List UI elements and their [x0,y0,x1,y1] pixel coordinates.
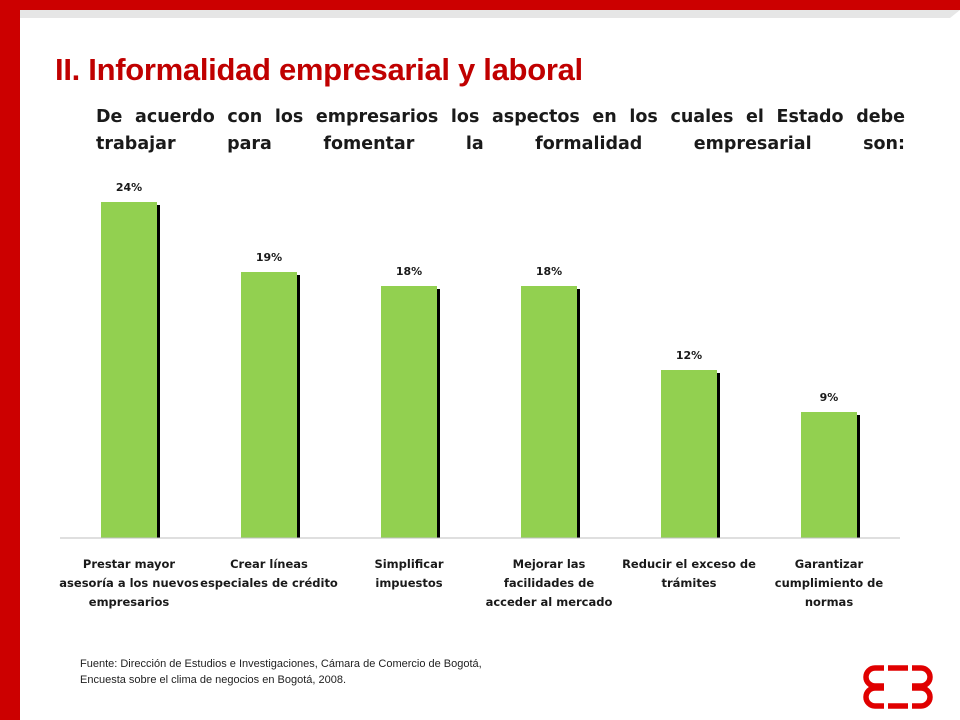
bar [521,286,577,538]
source-line-1: Fuente: Dirección de Estudios e Investig… [80,658,482,670]
top-accent-bar [20,0,960,10]
slide-title: II. Informalidad empresarial y laboral [55,52,583,87]
bar-chart: 24% Prestar mayor asesoría a los nuevos emp… [59,181,900,609]
source-note: Fuente: Dirección de Estudios e Investig… [80,656,482,688]
bar [101,202,157,538]
category-label: asesoría a los nuevos [59,576,199,590]
category-label: Reducir el exceso de [622,557,756,571]
data-label: 12% [676,349,702,362]
slide-subtitle: De acuerdo con los empresarios los aspec… [96,107,905,154]
category-label: cumplimiento de [775,576,884,590]
category-label: normas [805,595,854,609]
data-label: 19% [256,251,282,264]
left-accent-bar [0,0,20,720]
ccb-logo [863,665,933,709]
bar [241,272,297,538]
category-label: empresarios [89,595,170,609]
category-label: Garantizar [795,557,864,571]
data-label: 9% [820,391,839,404]
top-grey-stripe [20,10,960,18]
category-label: Simplificar [374,557,443,571]
category-label: Crear líneas [230,557,308,571]
data-label: 18% [536,265,562,278]
category-label: Prestar mayor [83,557,175,571]
category-label: Mejorar las [513,557,586,571]
data-label: 24% [116,181,142,194]
category-label: trámites [662,576,717,590]
data-label: 18% [396,265,422,278]
labels-group: 24% Prestar mayor asesoría a los nuevos emp… [59,181,883,609]
bar [381,286,437,538]
category-label: especiales de crédito [200,576,338,590]
bars-group [101,202,860,538]
source-line-2: Encuesta sobre el clima de negocios en B… [80,674,347,686]
bar [661,370,717,538]
category-label: facilidades de [504,576,595,590]
bar [801,412,857,538]
category-label: acceder al mercado [486,595,613,609]
category-label: impuestos [375,576,442,590]
